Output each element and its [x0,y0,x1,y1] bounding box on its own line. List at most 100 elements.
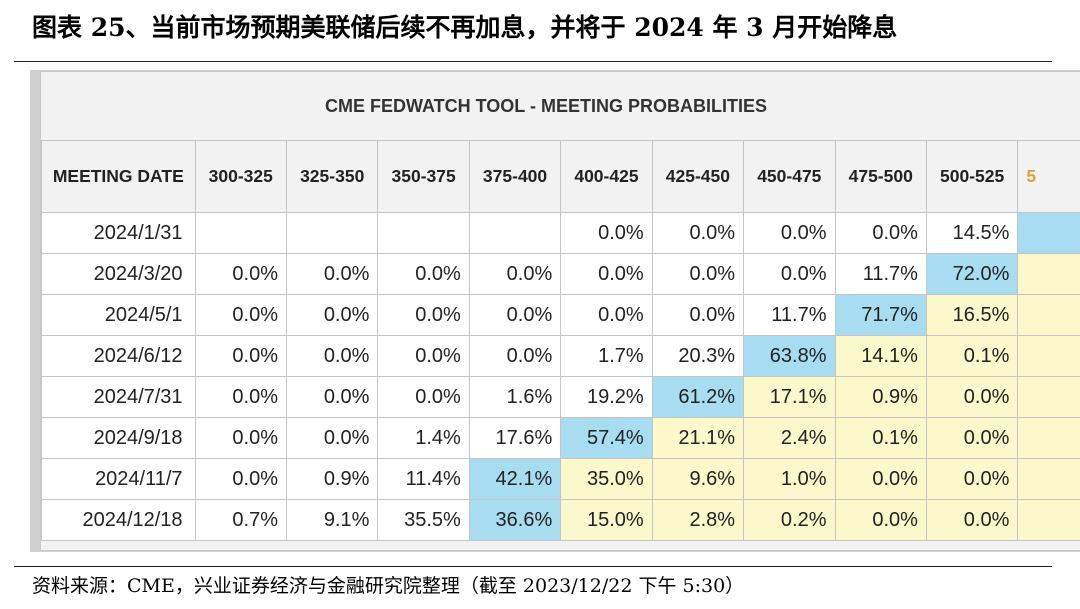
probability-cell: 0.9% [834,376,927,418]
probability-cell: 0.0% [925,499,1019,541]
probability-cell: 21.1% [651,417,745,459]
probability-cell: 0.0% [560,212,653,254]
table-row: 2024/12/18 0.7% 9.1% 35.5% 36.6% 15.0% 2.8% 0.2… [41,499,1080,541]
probability-cell: 0.0% [377,335,470,377]
header-row: MEETING DATE 300-325 325-350 350-375 375-400… [41,140,1080,213]
rate-range-header: 475-500 [834,140,927,213]
probability-cell: 1.6% [468,376,562,418]
figure-title: 图表 25、当前市场预期美联储后续不再加息，并将于 2024 年 3 月开始降息 [32,13,898,42]
probability-cell: 0.2% [743,499,836,541]
rate-range-header: 350-375 [377,140,470,213]
probability-cell: 17.6% [468,417,562,459]
fedwatch-table-frame: CME FEDWATCH TOOL - MEETING PROBABILITIE… [40,71,1080,551]
bottom-rule [14,566,1052,567]
probability-cell: 20.3% [651,335,745,377]
probability-cell [194,212,287,254]
probability-cell: 36.6% [468,499,562,541]
probability-cell: 2.4% [743,417,836,459]
probability-cell: 61.2% [651,376,745,418]
fedwatch-panel: CME FEDWATCH TOOL - MEETING PROBABILITIE… [30,70,1080,552]
table-row: 2024/3/20 0.0% 0.0% 0.0% 0.0% 0.0% 0.0% 0.0% 11.… [41,253,1080,295]
top-rule [14,61,1052,62]
probability-cell [377,212,470,254]
probability-cell: 0.0% [194,335,287,377]
probability-cell [1017,458,1080,500]
probability-cell: 0.0% [285,335,379,377]
table-row: 2024/5/1 0.0% 0.0% 0.0% 0.0% 0.0% 0.0% 11.7% 71.… [41,294,1080,336]
probability-cell: 17.1% [743,376,836,418]
probability-cell: 0.0% [560,253,653,295]
probability-cell: 14.1% [834,335,927,377]
probability-cell: 1.0% [743,458,836,500]
probability-cell [285,212,379,254]
probability-cell: 0.1% [834,417,927,459]
probability-cell [1017,499,1080,541]
rate-range-header: 375-400 [468,140,562,213]
probability-cell: 0.0% [743,253,836,295]
probability-cell: 19.2% [560,376,653,418]
probability-cell: 9.1% [285,499,379,541]
probability-cell: 72.0% [925,253,1019,295]
probability-cell: 0.0% [834,499,927,541]
probability-cell: 42.1% [468,458,562,500]
probability-cell: 0.0% [285,417,379,459]
probability-cell: 35.5% [377,499,470,541]
probability-cell: 0.0% [925,458,1019,500]
probability-cell [1017,376,1080,418]
probability-cell: 0.0% [377,376,470,418]
probability-cell: 15.0% [560,499,653,541]
probability-cell: 57.4% [560,417,653,459]
probability-cell: 2.8% [651,499,745,541]
rate-range-header: 500-525 [925,140,1019,213]
probability-cell: 0.0% [651,294,745,336]
probability-cell: 0.0% [834,458,927,500]
probability-cell: 0.9% [285,458,379,500]
probability-cell: 0.0% [377,294,470,336]
probability-cell [1017,253,1080,295]
probability-cell: 0.0% [377,253,470,295]
probability-cell: 1.7% [560,335,653,377]
probability-cell: 0.0% [285,376,379,418]
tool-title: CME FEDWATCH TOOL - MEETING PROBABILITIE… [324,96,767,116]
probability-cell: 0.0% [651,212,745,254]
probability-cell: 71.7% [834,294,927,336]
probabilities-table: MEETING DATE 300-325 325-350 350-375 375-400… [41,140,1080,541]
probability-cell: 1.4% [377,417,470,459]
meeting-date-cell: 2024/5/1 [41,294,196,336]
rate-range-header: 325-350 [285,140,379,213]
probability-cell: 0.0% [285,253,379,295]
probability-cell: 0.0% [651,253,745,295]
meeting-date-cell: 2024/11/7 [41,458,196,500]
meeting-date-cell: 2024/12/18 [41,499,196,541]
probability-cell: 0.1% [925,335,1019,377]
probability-cell: 0.0% [834,212,927,254]
probability-cell: 63.8% [743,335,836,377]
meeting-date-cell: 2024/1/31 [41,212,196,254]
probability-cell: 0.0% [194,417,287,459]
probability-cell: 0.0% [925,376,1019,418]
probability-cell: 0.0% [194,253,287,295]
probability-cell: 11.7% [834,253,927,295]
probability-cell: 11.4% [377,458,470,500]
probability-cell: 0.0% [560,294,653,336]
meeting-date-header: MEETING DATE [41,140,196,213]
meeting-date-cell: 2024/6/12 [41,335,196,377]
probability-cell: 0.0% [194,376,287,418]
meeting-date-cell: 2024/9/18 [41,417,196,459]
probability-cell [1017,335,1080,377]
rate-range-header: 400-425 [560,140,653,213]
source-note: 资料来源：CME，兴业证券经济与金融研究院整理（截至 2023/12/22 下午… [32,575,745,597]
probability-cell: 0.7% [194,499,287,541]
probability-cell [468,212,562,254]
rate-range-header: 300-325 [194,140,287,213]
probability-cell: 11.7% [743,294,836,336]
probability-cell: 0.0% [285,294,379,336]
probability-cell: 14.5% [925,212,1019,254]
probability-cell [1017,417,1080,459]
probability-cell: 35.0% [560,458,653,500]
probability-cell: 0.0% [194,294,287,336]
table-row: 2024/6/12 0.0% 0.0% 0.0% 0.0% 1.7% 20.3% 63.8% 1… [41,335,1080,377]
table-row: 2024/1/31 0.0% 0.0% 0.0% 0.0% 14.5% [41,212,1080,254]
meeting-date-cell: 2024/3/20 [41,253,196,295]
rate-range-header: 450-475 [743,140,836,213]
